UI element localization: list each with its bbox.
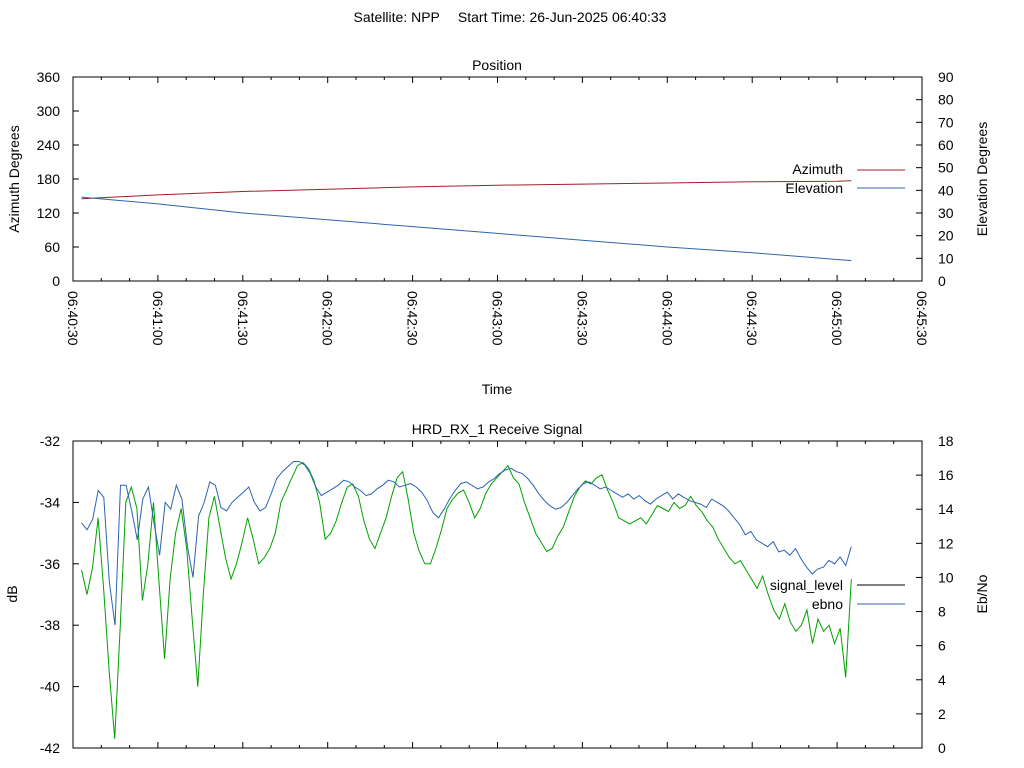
- signal-left-axis: -42 -40 -38 -36 -34 -32: [40, 433, 79, 756]
- position-x-axis-label: Time: [482, 381, 513, 397]
- right-y-tick-label: 4: [938, 672, 946, 688]
- signal-left-axis-label: dB: [4, 585, 20, 602]
- right-y-tick-label: 14: [938, 501, 954, 517]
- series-signal-level: [81, 461, 852, 739]
- right-y-tick-label: 30: [938, 205, 954, 221]
- right-y-tick-label: 90: [938, 69, 954, 85]
- right-y-tick-label: 20: [938, 228, 954, 244]
- time-tick-label: 06:45:00: [829, 291, 845, 346]
- right-y-tick-label: 2: [938, 706, 946, 722]
- legend-signal-level-label: signal_level: [770, 577, 843, 593]
- time-tick-label: 06:42:00: [320, 291, 336, 346]
- right-y-tick-label: 10: [938, 250, 954, 266]
- left-y-tick-label: 300: [37, 103, 61, 119]
- left-y-tick-label: 240: [37, 137, 61, 153]
- right-y-tick-label: 70: [938, 114, 954, 130]
- left-y-tick-label: -32: [40, 433, 60, 449]
- time-tick-label: 06:43:30: [574, 291, 590, 346]
- right-y-tick-label: 0: [938, 273, 946, 289]
- position-plot-frame: [72, 76, 923, 282]
- right-y-tick-label: 50: [938, 160, 954, 176]
- right-y-tick-label: 60: [938, 137, 954, 153]
- right-y-tick-label: 8: [938, 604, 946, 620]
- time-tick-label: 06:43:00: [490, 291, 506, 346]
- series-ebno: [81, 461, 852, 626]
- position-series: [81, 180, 852, 262]
- right-y-tick-label: 16: [938, 467, 954, 483]
- signal-chart-title: HRD_RX_1 Receive Signal: [412, 421, 582, 437]
- left-y-tick-label: -34: [40, 494, 60, 510]
- position-chart-title: Position: [472, 57, 522, 73]
- time-tick-label: 06:45:30: [914, 291, 930, 346]
- legend-azimuth-label: Azimuth: [792, 161, 843, 177]
- position-left-axis-label: Azimuth Degrees: [6, 125, 22, 232]
- right-y-tick-label: 6: [938, 638, 946, 654]
- signal-legend: signal_level ebno: [770, 577, 905, 612]
- position-legend: Azimuth Elevation: [785, 161, 905, 196]
- right-y-tick-label: 0: [938, 740, 946, 756]
- signal-series: [81, 461, 852, 739]
- satellite-label: Satellite: NPP: [354, 9, 440, 25]
- right-y-tick-label: 80: [938, 92, 954, 108]
- signal-right-axis-label: Eb/No: [974, 574, 990, 613]
- left-y-tick-label: 180: [37, 171, 61, 187]
- position-chart: Position 0 60 120 180 240 300 360 0 10 20 30 40 50 6…: [6, 57, 990, 397]
- signal-chart: HRD_RX_1 Receive Signal -42-40-38-36-34-…: [4, 421, 990, 756]
- time-tick-label: 06:41:00: [150, 291, 166, 346]
- time-tick-label: 06:42:30: [405, 291, 421, 346]
- position-left-axis: 0 60 120 180 240 300 360: [37, 69, 79, 289]
- left-y-tick-label: -36: [40, 556, 60, 572]
- left-y-tick-label: 60: [44, 239, 60, 255]
- time-tick-label: 06:41:30: [235, 291, 251, 346]
- position-right-axis: 0 10 20 30 40 50 60 70 80 90: [916, 69, 954, 289]
- header-title: Satellite: NPP Start Time: 26-Jun-2025 06…: [354, 9, 667, 25]
- left-y-tick-label: -38: [40, 617, 60, 633]
- series-azimuth: [81, 180, 852, 200]
- signal-time-axis: [72, 441, 923, 748]
- position-right-axis-label: Elevation Degrees: [974, 122, 990, 236]
- right-y-tick-label: 10: [938, 569, 954, 585]
- left-y-tick-label: 360: [37, 69, 61, 85]
- right-y-tick-label: 40: [938, 182, 954, 198]
- left-y-tick-label: -40: [40, 679, 60, 695]
- signal-plot-frame: [72, 440, 923, 749]
- series-elevation: [81, 196, 852, 262]
- left-y-tick-label: 0: [52, 273, 60, 289]
- time-tick-label: 06:44:00: [659, 291, 675, 346]
- signal-right-axis: 0 2 4 6 8 10 12 14 16 18: [916, 433, 954, 756]
- time-tick-label: 06:40:30: [65, 291, 81, 346]
- legend-ebno-label: ebno: [812, 596, 843, 612]
- right-y-tick-label: 18: [938, 433, 954, 449]
- start-time-label: Start Time: 26-Jun-2025 06:40:33: [458, 9, 667, 25]
- left-y-tick-label: 120: [37, 205, 61, 221]
- legend-elevation-label: Elevation: [785, 180, 843, 196]
- time-tick-label: 06:44:30: [744, 291, 760, 346]
- right-y-tick-label: 12: [938, 535, 954, 551]
- left-y-tick-label: -42: [40, 740, 60, 756]
- position-time-axis: 06:40:30 06:41:00 06:41:30 06:42:00 06:42:30…: [65, 77, 930, 346]
